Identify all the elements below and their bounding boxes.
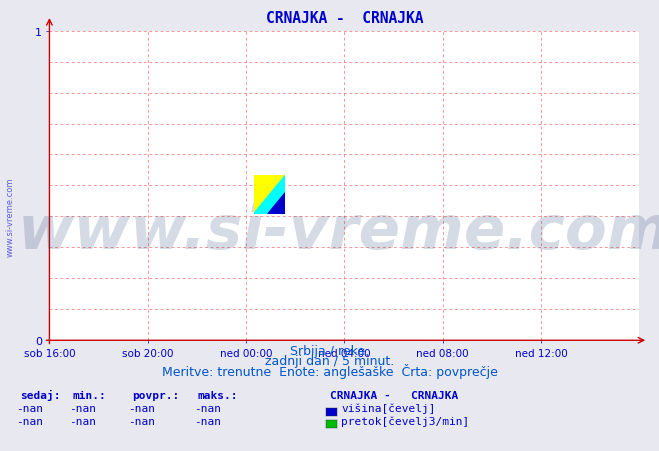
Text: -nan: -nan xyxy=(16,403,43,413)
Text: -nan: -nan xyxy=(129,403,155,413)
Polygon shape xyxy=(268,193,285,214)
Text: Meritve: trenutne  Enote: anglešaške  Črta: povprečje: Meritve: trenutne Enote: anglešaške Črta… xyxy=(161,363,498,378)
Text: min.:: min.: xyxy=(72,390,106,400)
Text: povpr.:: povpr.: xyxy=(132,390,179,400)
Text: pretok[čevelj3/min]: pretok[čevelj3/min] xyxy=(341,415,470,426)
Text: -nan: -nan xyxy=(194,403,221,413)
Text: maks.:: maks.: xyxy=(198,390,238,400)
Text: www.si-vreme.com: www.si-vreme.com xyxy=(5,177,14,256)
Text: -nan: -nan xyxy=(129,416,155,426)
Text: CRNAJKA -   CRNAJKA: CRNAJKA - CRNAJKA xyxy=(330,390,458,400)
Text: -nan: -nan xyxy=(69,403,96,413)
Polygon shape xyxy=(254,176,285,214)
Text: -nan: -nan xyxy=(69,416,96,426)
Text: -nan: -nan xyxy=(194,416,221,426)
Text: višina[čevelj]: višina[čevelj] xyxy=(341,403,436,413)
Title: CRNAJKA -  CRNAJKA: CRNAJKA - CRNAJKA xyxy=(266,11,423,26)
Text: -nan: -nan xyxy=(16,416,43,426)
Text: zadnji dan / 5 minut.: zadnji dan / 5 minut. xyxy=(265,354,394,368)
Text: www.si-vreme.com: www.si-vreme.com xyxy=(18,203,659,262)
Text: Srbija / reke.: Srbija / reke. xyxy=(290,344,369,357)
Text: sedaj:: sedaj: xyxy=(20,389,60,400)
Polygon shape xyxy=(254,176,285,214)
